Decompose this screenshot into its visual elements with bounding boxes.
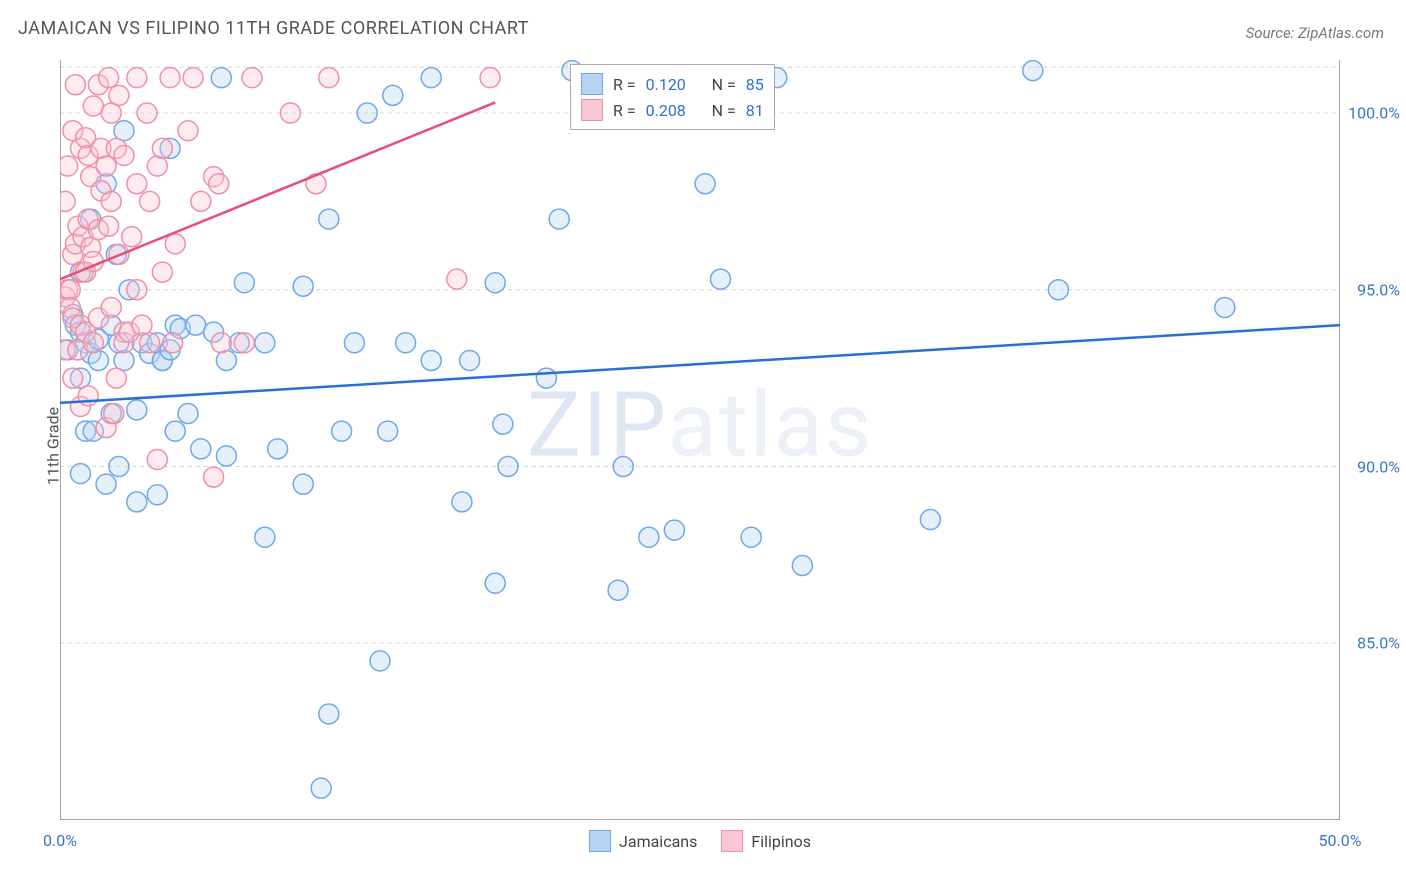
r-value: 0.120 [646,75,702,94]
y-tick-label: 95.0% [1357,280,1400,299]
scatter-plot-svg [60,60,1340,820]
n-label: N = [712,75,736,94]
r-label: R = [613,75,636,94]
y-tick-label: 90.0% [1357,457,1400,476]
y-tick-label: 100.0% [1348,104,1400,123]
legend-swatch [581,73,603,95]
plot-area: ZIPatlas R =0.120N =85R =0.208N =81 Jama… [60,60,1340,820]
x-tick-label: 50.0% [1319,831,1362,850]
correlation-chart-container: JAMAICAN VS FILIPINO 11TH GRADE CORRELAT… [0,0,1406,892]
n-value: 81 [746,101,764,120]
legend-swatch [589,830,611,852]
n-label: N = [712,101,736,120]
stats-legend-row: R = 0.120 N = 85 [581,71,764,97]
legend-swatch [581,99,603,121]
series-legend: Jamaicans Filipinos [589,830,811,852]
x-tick-label: 0.0% [43,831,77,850]
r-label: R = [613,101,636,120]
y-tick-label: 85.0% [1357,634,1400,653]
stats-legend-row: R = 0.208 N = 81 [581,97,764,123]
stats-legend: R = 0.120 N = 85 R = 0.208 N = 81 [570,64,775,130]
legend-swatch [721,830,743,852]
legend-item: Filipinos [721,830,811,852]
chart-title: JAMAICAN VS FILIPINO 11TH GRADE CORRELAT… [18,18,529,39]
legend-label: Jamaicans [619,832,697,851]
n-value: 85 [746,75,764,94]
legend-item: Jamaicans [589,830,697,852]
r-value: 0.208 [646,101,702,120]
source-label: Source: ZipAtlas.com [1246,24,1384,42]
legend-label: Filipinos [751,832,811,851]
